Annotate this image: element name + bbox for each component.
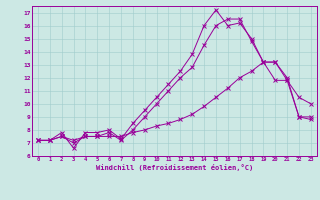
X-axis label: Windchill (Refroidissement éolien,°C): Windchill (Refroidissement éolien,°C) — [96, 164, 253, 171]
